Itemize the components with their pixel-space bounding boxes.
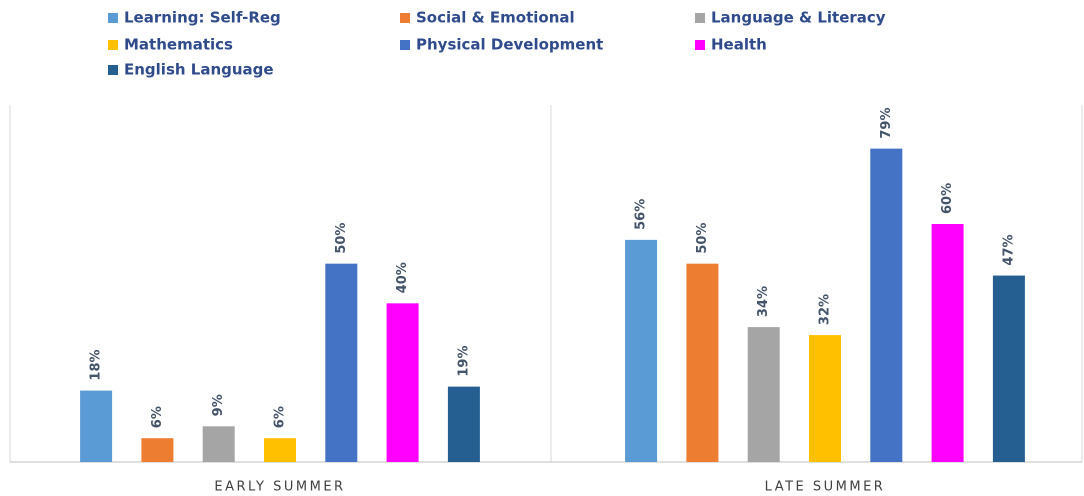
bar [625, 239, 658, 462]
legend-label: Learning: Self-Reg [124, 9, 281, 27]
legend-label: Social & Emotional [416, 9, 575, 27]
bar [264, 438, 296, 462]
legend-label: English Language [124, 61, 274, 79]
data-label: 60% [940, 183, 955, 214]
legend-swatch [108, 40, 118, 50]
data-label: 79% [879, 108, 894, 139]
data-label: 19% [456, 346, 471, 377]
data-label: 50% [695, 223, 710, 254]
bar [686, 263, 719, 462]
data-label: 47% [1001, 234, 1016, 265]
data-label: 50% [334, 223, 349, 254]
data-label: 34% [756, 286, 771, 317]
legend-swatch [108, 13, 118, 23]
bar [447, 386, 480, 462]
data-label: 18% [89, 349, 104, 380]
data-label: 32% [818, 294, 833, 325]
bar [747, 327, 780, 462]
x-tick-label: LATE SUMMER [765, 480, 886, 495]
data-label: 6% [273, 406, 288, 428]
data-label: 9% [211, 394, 226, 416]
legend-label: Mathematics [124, 36, 233, 54]
legend-swatch [695, 40, 705, 50]
data-label: 6% [150, 406, 165, 428]
legend-swatch [695, 13, 705, 23]
legend-swatch [400, 13, 410, 23]
bar [992, 275, 1025, 462]
bar [141, 438, 174, 462]
legend-swatch [400, 40, 410, 50]
data-label: 56% [634, 199, 649, 230]
bar [80, 390, 113, 462]
bar [325, 263, 358, 462]
legend-swatch [108, 65, 118, 75]
bar [202, 426, 235, 462]
bar [870, 148, 903, 462]
bar [386, 303, 419, 462]
legend-label: Health [711, 36, 767, 54]
legend-label: Language & Literacy [711, 9, 886, 27]
x-tick-label: EARLY SUMMER [214, 480, 345, 495]
bar [809, 335, 841, 462]
bar [931, 224, 964, 462]
data-label: 40% [395, 262, 410, 293]
legend-label: Physical Development [416, 36, 603, 54]
